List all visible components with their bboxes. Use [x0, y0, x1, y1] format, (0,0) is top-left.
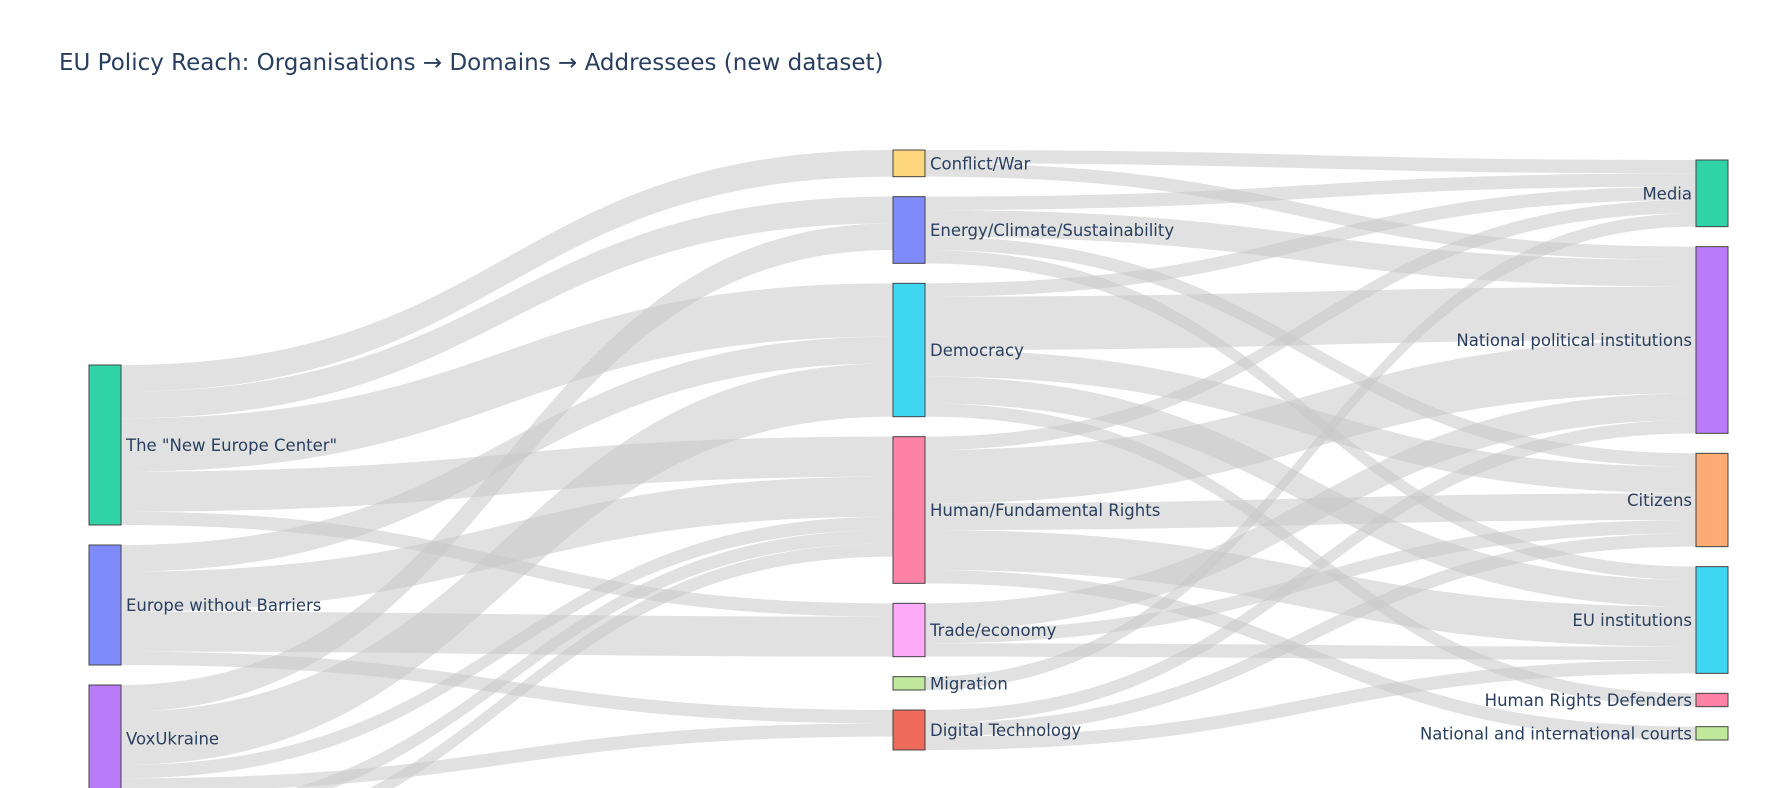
node-hrd[interactable] — [1695, 692, 1729, 708]
node-energy[interactable] — [892, 196, 926, 264]
links-layer — [121, 150, 1696, 788]
node-media[interactable] — [1695, 159, 1729, 228]
node-conf[interactable] — [892, 149, 926, 178]
link-dem-hrd[interactable] — [925, 403, 1696, 707]
node-label-energy: Energy/Climate/Sustainability — [930, 221, 1174, 240]
link-dem-eui[interactable] — [925, 376, 1696, 607]
link-hr-eui[interactable] — [925, 530, 1696, 647]
node-label-eui: EU institutions — [1572, 611, 1692, 630]
link-trade-cit[interactable] — [925, 520, 1696, 644]
link-hr-media[interactable] — [925, 200, 1696, 450]
link-dig-eui[interactable] — [925, 660, 1696, 750]
link-dig-npi[interactable] — [925, 420, 1696, 724]
node-eui[interactable] — [1695, 566, 1729, 674]
node-dem[interactable] — [892, 282, 926, 418]
node-label-cit: Citizens — [1627, 491, 1692, 510]
link-energy-cit[interactable] — [925, 236, 1696, 467]
node-label-ewb: Europe without Barriers — [126, 596, 321, 615]
node-label-dem: Democracy — [930, 341, 1024, 360]
link-ewb-dig[interactable] — [121, 651, 893, 724]
chart-title: EU Policy Reach: Organisations → Domains… — [59, 50, 884, 76]
node-label-hrd: Human Rights Defenders — [1485, 691, 1692, 710]
link-conf-media[interactable] — [925, 150, 1696, 174]
link-dig-cit[interactable] — [925, 533, 1696, 737]
node-label-vox: VoxUkraine — [126, 729, 219, 748]
link-nec-dem[interactable] — [121, 283, 893, 472]
node-hr[interactable] — [892, 436, 926, 584]
link-dem-npi[interactable] — [925, 286, 1696, 350]
link-nec-conf[interactable] — [121, 150, 893, 392]
link-vox-dem[interactable] — [121, 363, 893, 765]
node-trade[interactable] — [892, 602, 926, 658]
link-mig-media[interactable] — [925, 213, 1696, 691]
link-vox-energy[interactable] — [121, 223, 893, 712]
link-nec-energy[interactable] — [121, 196, 893, 419]
node-label-nic: National and international courts — [1420, 724, 1692, 743]
link-trade-eui[interactable] — [925, 643, 1696, 660]
link-vox-dig[interactable] — [121, 723, 893, 788]
node-npi[interactable] — [1695, 246, 1729, 434]
link-dem-media[interactable] — [925, 186, 1696, 297]
link-yucom-hr[interactable] — [121, 543, 893, 788]
node-nic[interactable] — [1695, 726, 1729, 741]
link-trade-npi[interactable] — [925, 393, 1696, 630]
link-vox-hr[interactable] — [121, 516, 893, 779]
node-vox[interactable] — [88, 684, 122, 788]
link-kib-hr[interactable] — [121, 530, 893, 788]
link-energy-media[interactable] — [925, 173, 1696, 210]
node-cit[interactable] — [1695, 452, 1729, 548]
node-label-media: Media — [1642, 184, 1692, 203]
node-dig[interactable] — [892, 709, 926, 751]
node-label-nec: The "New Europe Center" — [125, 436, 337, 455]
node-label-hr: Human/Fundamental Rights — [930, 501, 1160, 520]
node-label-conf: Conflict/War — [930, 154, 1031, 173]
node-label-npi: National political institutions — [1456, 331, 1692, 350]
node-label-mig: Migration — [930, 674, 1008, 693]
node-label-trade: Trade/economy — [929, 621, 1057, 640]
nodes-layer — [88, 149, 1729, 788]
node-nec[interactable] — [88, 364, 122, 526]
link-hr-npi[interactable] — [925, 340, 1696, 504]
node-label-dig: Digital Technology — [930, 721, 1081, 740]
node-ewb[interactable] — [88, 544, 122, 666]
labels-layer: The "New Europe Center" Europe without Ba… — [125, 154, 1692, 748]
node-mig[interactable] — [892, 676, 926, 691]
link-conf-npi[interactable] — [925, 163, 1696, 260]
